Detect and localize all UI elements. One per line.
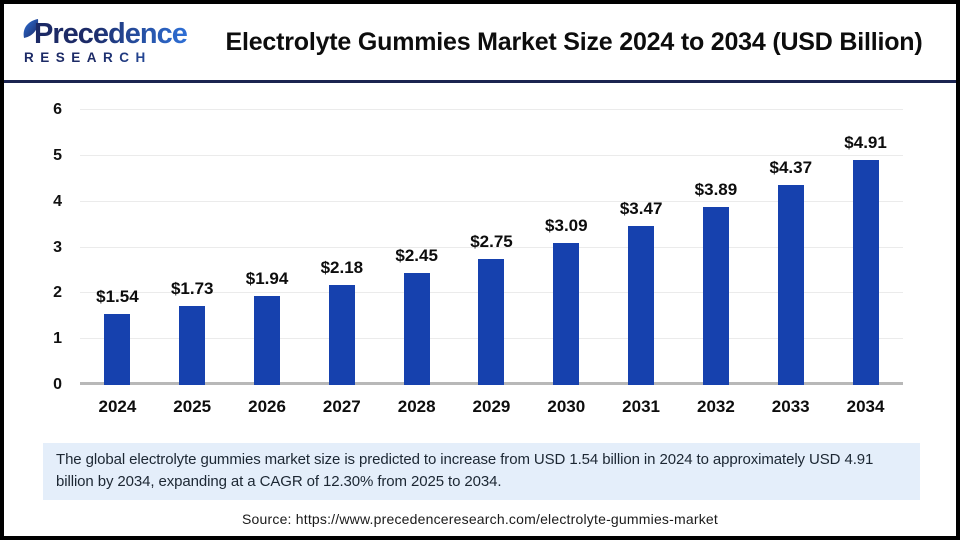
bar-group-2034: $4.91 xyxy=(828,110,903,385)
bar-group-2029: $2.75 xyxy=(454,110,529,385)
gridline xyxy=(80,246,903,248)
x-tick-label: 2030 xyxy=(547,397,586,416)
x-tick-label: 2024 xyxy=(98,397,137,416)
y-tick-label: 5 xyxy=(53,146,62,164)
bar-group-2024: $1.54 xyxy=(80,110,155,385)
x-tick-label: 2033 xyxy=(771,397,810,416)
y-tick-label: 0 xyxy=(53,376,62,393)
bar-group-2031: $3.47 xyxy=(604,110,679,385)
bar-2024 xyxy=(104,314,131,385)
bar-value-label: $3.47 xyxy=(619,198,663,218)
gridline xyxy=(80,154,903,156)
x-tick-label: 2034 xyxy=(846,397,885,416)
logo-text-precedence: Precedence xyxy=(34,17,188,50)
bar-group-2027: $2.18 xyxy=(304,110,379,385)
bar-group-2032: $3.89 xyxy=(679,110,754,385)
bar-value-label: $2.45 xyxy=(395,245,438,265)
x-tick-label: 2028 xyxy=(397,397,436,416)
bar-value-label: $1.54 xyxy=(96,287,139,307)
bar-group-2033: $4.37 xyxy=(753,110,828,385)
plot-area: $1.54 $1.73 $1.94 $2.18 $2.45 $2.75 $3.09 $3.47… xyxy=(80,109,903,385)
x-tick-label: 2027 xyxy=(322,397,361,416)
bar-value-label: $4.37 xyxy=(769,157,813,177)
y-tick-label: 4 xyxy=(53,192,62,210)
bar-2029 xyxy=(478,258,505,385)
summary-note: The global electrolyte gummies market si… xyxy=(43,443,920,500)
y-axis: 0 1 2 3 4 5 6 xyxy=(4,101,70,393)
bar-group-2025: $1.73 xyxy=(155,110,230,385)
x-tick-label: 2025 xyxy=(173,397,212,416)
source-line: Source: https://www.precedenceresearch.c… xyxy=(242,510,718,527)
bar-chart: 0 1 2 3 4 5 6 $1.54 $1.73 $1.94 $2.18 $2.45 $2.75 $3… xyxy=(4,83,956,439)
x-tick-label: 2031 xyxy=(622,397,660,416)
bar-2033 xyxy=(777,184,804,385)
header: Precedence RESEARCH Electrolyte Gummies … xyxy=(4,4,956,83)
bar-value-label: $2.18 xyxy=(320,258,364,278)
y-tick-label: 3 xyxy=(53,238,62,256)
bar-2030 xyxy=(553,243,580,385)
bar-group-2030: $3.09 xyxy=(529,110,604,385)
logo-wordmark: Precedence xyxy=(18,17,214,50)
y-tick-label: 6 xyxy=(53,101,62,118)
bar-value-label: $3.89 xyxy=(694,179,738,199)
bar-value-label: $2.75 xyxy=(470,231,513,251)
bar-value-label: $4.91 xyxy=(844,132,887,152)
gridline xyxy=(80,109,903,110)
bar-2032 xyxy=(702,206,729,385)
gridline xyxy=(80,200,903,202)
bar-value-label: $1.73 xyxy=(170,278,214,298)
bar-2026 xyxy=(254,296,281,385)
logo-text-research: RESEARCH xyxy=(18,51,214,65)
y-tick-label: 1 xyxy=(53,330,62,348)
x-axis: 2024 2025 2026 2027 2028 2029 2030 2031 2032 2033… xyxy=(80,397,903,417)
x-tick-label: 2026 xyxy=(248,397,286,416)
x-tick-label: 2032 xyxy=(696,397,735,416)
bar-group-2028: $2.45 xyxy=(379,110,454,385)
bar-2034 xyxy=(852,159,879,385)
precedence-research-logo: Precedence RESEARCH xyxy=(18,17,214,65)
bar-2028 xyxy=(403,272,430,385)
y-tick-label: 2 xyxy=(53,284,62,302)
page-title: Electrolyte Gummies Market Size 2024 to … xyxy=(225,27,923,56)
x-tick-label: 2029 xyxy=(472,397,511,416)
bar-group-2026: $1.94 xyxy=(230,110,305,385)
bar-value-label: $1.94 xyxy=(245,269,289,289)
bar-2025 xyxy=(179,305,206,385)
leaf-icon xyxy=(23,18,39,38)
bar-value-label: $3.09 xyxy=(545,216,588,236)
bar-2027 xyxy=(328,285,355,385)
bar-2031 xyxy=(628,225,655,385)
